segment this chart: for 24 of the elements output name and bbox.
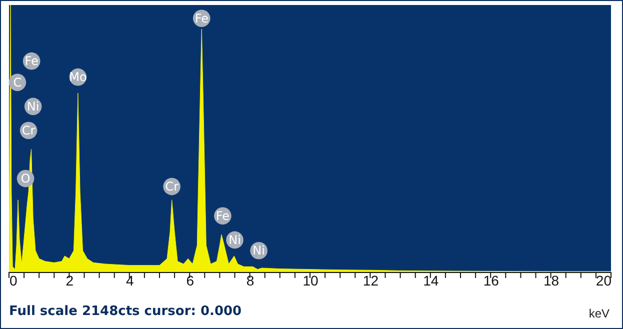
x-axis-title: keV bbox=[588, 306, 610, 320]
x-tick-label: 20 bbox=[596, 272, 612, 288]
annotation: Cr bbox=[22, 123, 36, 138]
x-tick-label: 2 bbox=[66, 272, 74, 288]
x-tick-label: 14 bbox=[423, 272, 439, 288]
annotation: Cr bbox=[165, 180, 179, 194]
x-tick-label: 16 bbox=[483, 272, 500, 288]
annotation: O bbox=[20, 172, 30, 186]
x-tick-label: 12 bbox=[362, 272, 379, 288]
annotation: Ni bbox=[252, 244, 265, 258]
x-tick-label: 8 bbox=[246, 272, 254, 288]
x-tick-label: 6 bbox=[186, 272, 194, 288]
x-tick-label: 10 bbox=[302, 272, 318, 288]
annotation: Fe bbox=[216, 208, 230, 223]
annotation: C bbox=[13, 75, 22, 90]
annotation: Mo bbox=[69, 70, 87, 84]
annotation: Fe bbox=[194, 11, 208, 26]
annotation: Ni bbox=[228, 232, 241, 247]
x-tick-label: 4 bbox=[126, 272, 134, 288]
annotation: Fe bbox=[24, 54, 38, 68]
x-tick-label: 0 bbox=[10, 272, 18, 288]
text: Full scale 2148cts cursor: 0.000 bbox=[9, 304, 242, 319]
annotation: Ni bbox=[26, 99, 40, 114]
x-tick-label: 18 bbox=[544, 272, 560, 288]
